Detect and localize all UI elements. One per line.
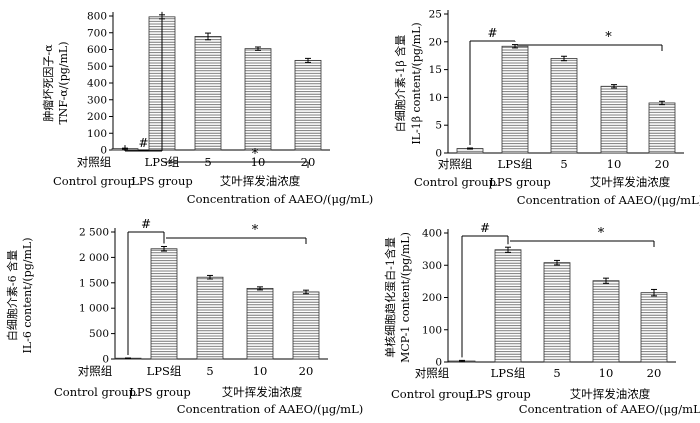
x-tick-label: 对照组 [415,366,450,380]
significance-hash: # [138,136,148,150]
x-tick-label: 10 [599,366,614,380]
y-tick-label: 700 [87,27,107,39]
significance-star: * [252,147,259,162]
significance-hash: # [141,217,151,231]
bar [196,276,224,360]
y-tick-label: 10 [429,92,442,104]
x-tick-label: 20 [647,366,662,380]
bar [640,292,668,363]
y-axis-label: IL-1β content/(pg/mL) [410,22,423,144]
y-axis-label: MCP-1 content/(pg/mL) [399,232,412,363]
y-tick-label: 0 [435,148,442,160]
y-tick-label: 15 [429,64,442,76]
x-tick-label: LPS组 [147,364,182,378]
bar [194,36,222,151]
bar [543,262,571,363]
chart-panel-1: 0 100 200 300 400 500 600 700 800 肿瘤坏死因子-α TNF-α/(… [41,11,373,207]
bar [244,48,272,151]
bar [494,249,522,363]
y-axis-label: 白细胞介素-6 含量 [5,250,19,341]
y-axis-label: 白细胞介素-1β 含量 [393,35,407,133]
y-tick-label: 600 [87,44,107,56]
y-tick-label: 0 [435,357,442,369]
chart-panel-3: 0 500 1 000 1 500 2 000 2 500 白细胞介素-6 含量 IL-6 c… [5,217,363,416]
y-tick-label: 400 [422,228,442,240]
x-tick-label: 对照组 [438,157,473,171]
y-tick-label: 800 [87,11,107,23]
control-group-label: Control group [391,387,473,401]
x-tick-label: 10 [607,157,622,171]
bar [292,291,320,360]
y-tick-label: 500 [89,328,109,340]
bar [592,280,620,363]
x-tick-label: LPS组 [491,366,526,380]
significance-star: * [605,30,612,45]
x-tick-label: 20 [299,364,314,378]
concentration-group-label: 艾叶挥发油浓度 [570,387,651,401]
bar [600,85,628,154]
control-group-label: Control group [414,175,496,189]
y-tick-label: 300 [422,260,442,272]
x-tick-label: LPS组 [498,157,533,171]
x-tick-label: 5 [206,364,213,378]
y-tick-label: 0 [100,145,107,157]
lps-group-label: LPS group [469,387,530,401]
lps-group-label: LPS group [129,385,190,399]
x-tick-label: 20 [655,157,670,171]
bar [246,287,274,360]
x-tick-label: 20 [301,155,316,169]
x-tick-label: LPS组 [145,155,180,169]
y-tick-label: 100 [87,128,107,140]
bar [150,248,178,360]
x-tick-label: 5 [560,157,567,171]
x-tick-label: 对照组 [78,364,113,378]
y-tick-label: 25 [429,9,442,21]
y-axis-label: 单核细胞趋化蛋白-1含量 [383,237,397,358]
concentration-group-label: 艾叶挥发油浓度 [590,175,671,189]
significance-star: * [252,223,259,238]
bar [501,45,529,154]
control-group-label: Control group [53,174,135,188]
y-tick-label: 200 [422,292,442,304]
x-axis-label: Concentration of AAEO/(μg/mL) [177,402,363,416]
y-tick-label: 400 [87,78,107,90]
x-axis-label: Concentration of AAEO/(μg/mL) [517,193,700,207]
lps-group-label: LPS group [489,175,550,189]
y-axis-label: TNF-α/(pg/mL) [57,41,70,124]
y-tick-label: 5 [435,120,442,132]
y-tick-label: 300 [87,94,107,106]
y-axis-label: 肿瘤坏死因子-α [41,44,55,122]
bar [550,58,578,154]
bar [648,102,676,154]
chart-panel-4: 0 100 200 300 400 单核细胞趋化蛋白-1含量 MCP-1 content/(… [383,221,700,416]
significance-star: * [598,226,605,241]
y-axis-label: IL-6 content/(pg/mL) [21,238,34,354]
y-tick-label: 500 [87,61,107,73]
concentration-group-label: 艾叶挥发油浓度 [220,174,301,188]
x-tick-label: 10 [253,364,268,378]
y-tick-label: 200 [87,111,107,123]
y-tick-label: 2 500 [79,227,109,239]
lps-group-label: LPS group [131,174,192,188]
x-tick-label: 5 [204,155,211,169]
x-tick-label: 10 [251,155,266,169]
y-tick-label: 20 [429,36,442,48]
bar [294,59,322,151]
y-tick-label: 1 500 [79,277,109,289]
x-tick-label: 5 [553,366,560,380]
concentration-group-label: 艾叶挥发油浓度 [222,385,303,399]
significance-hash: # [480,221,490,235]
x-tick-label: 对照组 [77,155,112,169]
control-group-label: Control group [54,385,136,399]
y-tick-label: 1 000 [79,303,109,315]
x-axis-label: Concentration of AAEO/(μg/mL) [187,192,373,206]
significance-hash: # [487,26,497,40]
y-tick-label: 2 000 [79,252,109,264]
y-tick-label: 0 [102,354,109,366]
y-tick-label: 100 [422,324,442,336]
chart-panel-2: 0 5 10 15 20 25 白细胞介素-1β 含量 IL-1β content/(pg/m… [393,9,700,208]
x-axis-label: Concentration of AAEO/(μg/mL) [519,402,700,416]
